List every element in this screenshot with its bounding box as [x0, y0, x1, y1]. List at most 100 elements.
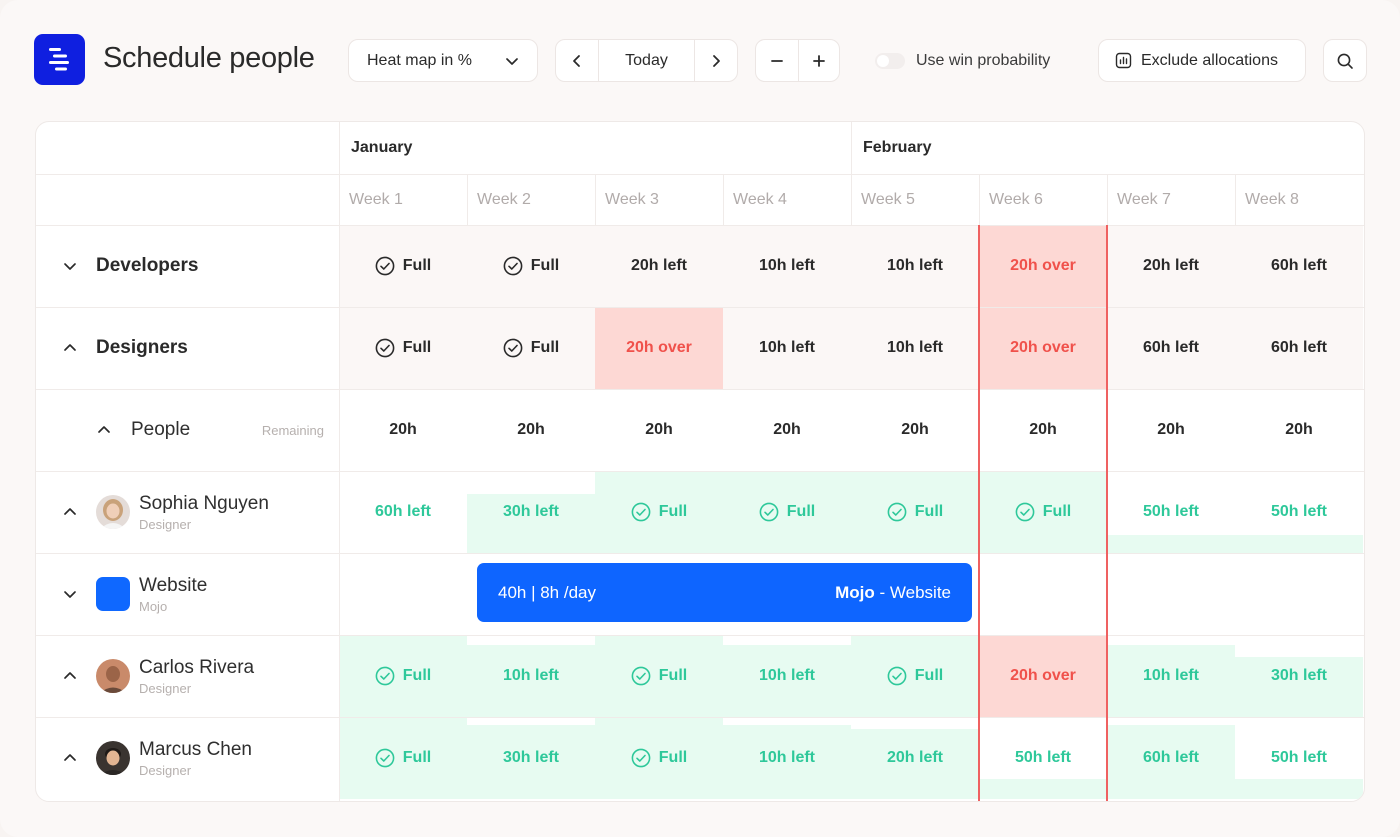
today-button[interactable]: Today — [598, 40, 695, 81]
chevron-up-icon[interactable] — [62, 750, 78, 766]
cell-text: 10h left — [758, 339, 815, 356]
toggle-switch[interactable] — [875, 52, 905, 69]
chevron-up-icon[interactable] — [96, 422, 112, 438]
marcus-week-cell[interactable]: 10h left — [723, 717, 851, 799]
sophia-week-cell[interactable]: 30h left — [467, 471, 595, 553]
people-remaining-cell[interactable]: 20h — [339, 389, 467, 471]
person-row-marcus[interactable]: Marcus Chen Designer — [36, 717, 339, 799]
designers-week-cell[interactable]: 10h left — [723, 307, 851, 389]
designers-week-cell[interactable]: Full — [467, 307, 595, 389]
people-remaining-cell[interactable]: 20h — [979, 389, 1107, 471]
chevron-up-icon[interactable] — [62, 504, 78, 520]
zoom-out-button[interactable] — [756, 40, 798, 81]
previous-button[interactable] — [556, 40, 598, 81]
sophia-week-cell[interactable]: Full — [595, 471, 723, 553]
group-row-designers[interactable]: Designers — [36, 307, 339, 389]
sophia-week-cell[interactable]: 60h left — [339, 471, 467, 553]
developers-week-cell[interactable]: Full — [467, 225, 595, 307]
chevron-up-icon[interactable] — [62, 668, 78, 684]
check-circle-icon — [1015, 502, 1035, 522]
people-remaining-cell[interactable]: 20h — [723, 389, 851, 471]
sophia-week-cell[interactable]: Full — [723, 471, 851, 553]
developers-week-cell[interactable]: 20h over — [979, 225, 1107, 307]
people-remaining-cell[interactable]: 20h — [595, 389, 723, 471]
project-row-website[interactable]: Website Mojo — [36, 553, 339, 635]
cell-text: 20h over — [1010, 667, 1076, 684]
developers-week-cell[interactable]: Full — [339, 225, 467, 307]
group-row-developers[interactable]: Developers — [36, 225, 339, 307]
carlos-week-cell[interactable]: 20h over — [979, 635, 1107, 717]
week-header: Week 4 — [733, 190, 787, 208]
developers-week-cell[interactable]: 20h left — [595, 225, 723, 307]
app-logo[interactable] — [34, 34, 85, 85]
cell-content: Full — [375, 256, 431, 276]
exclude-allocations-button[interactable]: Exclude allocations — [1098, 39, 1306, 82]
marcus-week-cell[interactable]: 50h left — [1235, 717, 1363, 799]
designers-week-cell[interactable]: 60h left — [1235, 307, 1363, 389]
marcus-week-cell[interactable]: 30h left — [467, 717, 595, 799]
marcus-week-cell[interactable]: Full — [595, 717, 723, 799]
cell-text: 20h — [389, 421, 417, 438]
cell-text: Full — [658, 503, 688, 520]
cell-text: 60h left — [1270, 339, 1327, 356]
carlos-week-cell[interactable]: 10h left — [723, 635, 851, 717]
cell-text: 20h — [901, 421, 929, 438]
designers-week-cell[interactable]: 20h over — [595, 307, 723, 389]
marcus-week-cell[interactable]: 60h left — [1107, 717, 1235, 799]
person-row-carlos[interactable]: Carlos Rivera Designer — [36, 635, 339, 717]
zoom-in-button[interactable] — [797, 40, 840, 81]
people-remaining-cell[interactable]: 20h — [1235, 389, 1363, 471]
developers-week-cell[interactable]: 10h left — [723, 225, 851, 307]
people-remaining-cell[interactable]: 20h — [1107, 389, 1235, 471]
marcus-week-cell[interactable]: 20h left — [851, 717, 979, 799]
developers-week-cell[interactable]: 10h left — [851, 225, 979, 307]
cell-text: Full — [402, 339, 432, 356]
designers-week-cell[interactable]: 60h left — [1107, 307, 1235, 389]
availability-fill — [1235, 778, 1363, 799]
chevron-up-icon[interactable] — [62, 340, 78, 356]
win-probability-label: Use win probability — [916, 51, 1051, 69]
next-button[interactable] — [695, 40, 737, 81]
developers-week-cell[interactable]: 20h left — [1107, 225, 1235, 307]
cell-text: 20h left — [886, 749, 943, 766]
people-remaining-cell[interactable]: 20h — [467, 389, 595, 471]
carlos-week-cell[interactable]: 10h left — [1107, 635, 1235, 717]
sophia-week-cell[interactable]: Full — [979, 471, 1107, 553]
carlos-week-cell[interactable]: Full — [595, 635, 723, 717]
designers-week-cell[interactable]: 10h left — [851, 307, 979, 389]
allocation-bar-website[interactable]: 40h | 8h /day Mojo - Website — [477, 563, 972, 622]
cell-content: 10h left — [887, 339, 943, 357]
sophia-week-cell[interactable]: 50h left — [1107, 471, 1235, 553]
carlos-week-cell[interactable]: Full — [851, 635, 979, 717]
win-probability-toggle[interactable]: Use win probability — [875, 39, 1050, 82]
week-header: Week 3 — [605, 190, 659, 208]
carlos-week-cell[interactable]: 30h left — [1235, 635, 1363, 717]
developers-week-cell[interactable]: 60h left — [1235, 225, 1363, 307]
cell-text: 10h left — [1142, 667, 1199, 684]
sophia-week-cell[interactable]: Full — [851, 471, 979, 553]
people-remaining-cell[interactable]: 20h — [851, 389, 979, 471]
carlos-week-cell[interactable]: 10h left — [467, 635, 595, 717]
sophia-week-cell[interactable]: 50h left — [1235, 471, 1363, 553]
cell-content: 10h left — [759, 339, 815, 357]
person-row-sophia[interactable]: Sophia Nguyen Designer — [36, 471, 339, 553]
marcus-week-cell[interactable]: 50h left — [979, 717, 1107, 799]
chevron-left-icon — [573, 54, 580, 67]
people-row[interactable]: People Remaining — [36, 389, 339, 471]
cell-text: 10h left — [758, 749, 815, 766]
designers-week-cell[interactable]: 20h over — [979, 307, 1107, 389]
cell-content: 20h — [517, 421, 545, 439]
carlos-week-cell[interactable]: Full — [339, 635, 467, 717]
chevron-down-icon[interactable] — [62, 258, 78, 274]
availability-fill — [979, 471, 1107, 553]
search-button[interactable] — [1323, 39, 1367, 82]
cell-content: 60h left — [1271, 257, 1327, 275]
chevron-down-icon[interactable] — [62, 586, 78, 602]
designers-week-cell[interactable]: Full — [339, 307, 467, 389]
view-mode-select[interactable]: Heat map in % — [348, 39, 538, 82]
cell-text: 10h left — [502, 667, 559, 684]
cell-content: 30h left — [503, 503, 559, 521]
plus-icon — [812, 54, 825, 67]
marcus-week-cell[interactable]: Full — [339, 717, 467, 799]
week-header: Week 7 — [1117, 190, 1171, 208]
